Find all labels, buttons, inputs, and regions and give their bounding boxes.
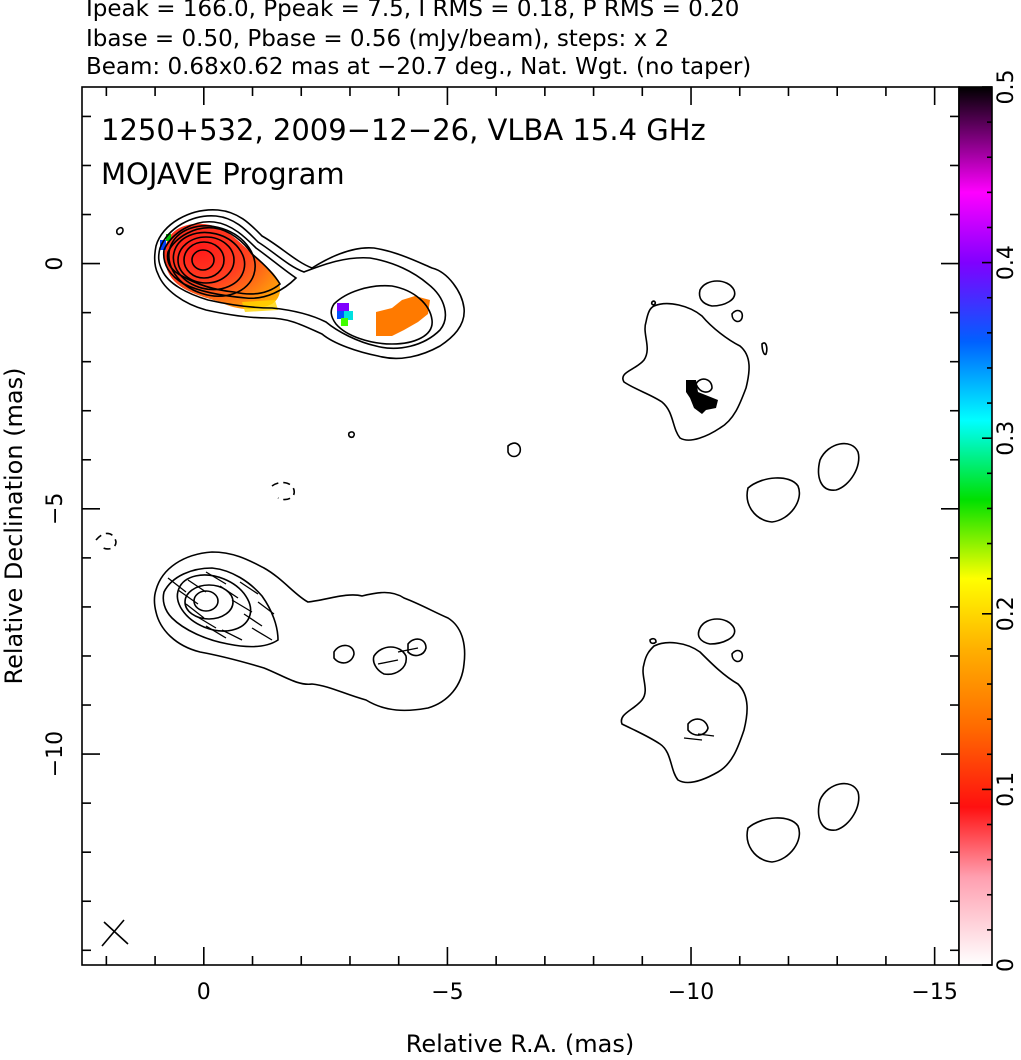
y-axis-title: Relative Declination (mas): [0, 367, 28, 684]
contour-outer: [153, 209, 465, 360]
contour-jet-knot: [330, 284, 433, 345]
polarization-pixel-purple: [337, 303, 349, 312]
lower-contour-4: [184, 584, 234, 620]
contour-east-inner: [695, 378, 713, 393]
lower-contour-east-blob-1: [697, 618, 736, 645]
contour-east-blob-3: [761, 342, 768, 356]
contour-east-blob-2: [731, 309, 744, 323]
lower-contour-east-inner: [687, 718, 709, 736]
contour-small-b: [347, 431, 355, 439]
y-tick-label: −5: [43, 493, 68, 525]
contour-2: [157, 215, 447, 350]
x-tick-label: −15: [911, 980, 957, 1005]
contour-east-blob-5: [746, 477, 801, 523]
header-line-2: Ibase = 0.50, Pbase = 0.56 (mJy/beam), s…: [86, 26, 669, 52]
plot-title-line-2: MOJAVE Program: [101, 157, 345, 191]
x-tick-label: −10: [668, 980, 714, 1005]
axes: 0 −5 −10 −15 0 −5 −10: [43, 87, 959, 1005]
x-axis-title: Relative R.A. (mas): [406, 1030, 634, 1058]
polarization-pixel-green: [341, 318, 348, 326]
plot-area: [95, 209, 860, 947]
colorbar-tick-label: 0.1: [994, 772, 1019, 807]
stokes-i-contours: [95, 209, 860, 550]
header-line-1: Ipeak = 166.0, Ppeak = 7.5, I RMS = 0.18…: [86, 0, 739, 22]
negative-contour-b: [95, 532, 117, 550]
contour-5: [168, 225, 256, 297]
lower-contour-outer: [153, 551, 466, 712]
lower-contour-east-blob-3: [817, 782, 860, 831]
y-tick-label: −10: [43, 731, 68, 777]
lower-contour-8: [407, 638, 427, 657]
y-tick-label: 0: [43, 257, 68, 271]
lower-contour-7: [372, 646, 407, 676]
contour-7: [177, 236, 235, 284]
lower-contour-east-blob-2: [731, 649, 744, 663]
colorbar-tick-label: 0.5: [994, 70, 1019, 105]
colorbar-tick-label: 0.4: [994, 245, 1019, 280]
polarization-pixel-blue: [337, 311, 345, 319]
lower-contour-6: [333, 644, 355, 664]
contour-6: [172, 231, 246, 291]
polarization-vectors: [167, 571, 715, 741]
core-edge-pixel-blue: [160, 240, 166, 250]
contour-east-blob-1: [698, 280, 736, 307]
plot-frame: [81, 86, 960, 966]
colorbar: [958, 86, 993, 966]
core-yellow-edge: [242, 300, 278, 312]
colorbar-tick-label: 0.2: [994, 596, 1019, 631]
core-edge-pixel-green: [166, 234, 171, 241]
lower-contour-east: [620, 641, 748, 784]
colorbar-tick-label: 0: [994, 958, 1019, 972]
plot-title-line-1: 1250+532, 2009−12−26, VLBA 15.4 GHz: [101, 113, 706, 147]
polarization-pixel-cyan: [344, 311, 353, 320]
beam-cross: [101, 919, 129, 947]
x-tick-label: −5: [431, 980, 463, 1005]
x-tick-label: 0: [197, 980, 211, 1005]
contour-small-a: [116, 226, 124, 236]
contour-9: [191, 249, 215, 271]
lower-contour-map: [153, 551, 860, 863]
negative-contour-a: [271, 481, 296, 501]
lower-contour-east-blob-5: [649, 637, 657, 645]
lower-contour-5: [193, 590, 219, 612]
contour-east-blob-6: [650, 300, 657, 306]
header-line-3: Beam: 0.68x0.62 mas at −20.7 deg., Nat. …: [86, 54, 751, 80]
contour-east-blob-4: [817, 442, 860, 491]
colorbar-tick-label: 0.3: [994, 421, 1019, 456]
lower-contour-2: [162, 567, 279, 648]
lower-contour-east-blob-4: [746, 817, 801, 863]
contour-8: [183, 241, 225, 279]
colorbar-axis: 0 0.1 0.2 0.3 0.4 0.5: [982, 70, 1019, 972]
contour-small-c: [507, 442, 522, 458]
high-fpol-region: [686, 380, 718, 414]
jet-knot-polarization-region: [376, 296, 430, 336]
contour-east-region: [622, 302, 750, 441]
